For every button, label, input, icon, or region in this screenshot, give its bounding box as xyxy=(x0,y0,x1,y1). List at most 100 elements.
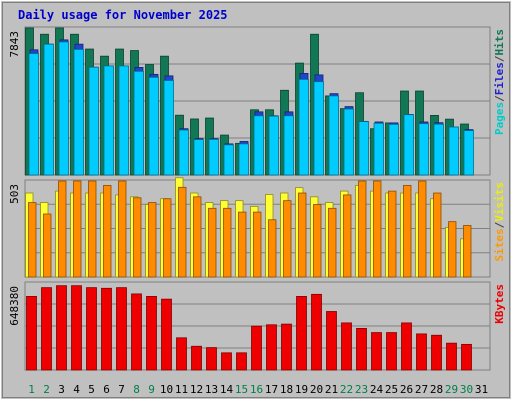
x-tick-day-19: 19 xyxy=(295,383,308,396)
bar-sites-day-10 xyxy=(163,198,172,278)
x-tick-day-22: 22 xyxy=(340,383,353,396)
bar-sites-day-1 xyxy=(28,202,37,278)
bar-sites-day-22 xyxy=(343,194,352,278)
x-tick-day-29: 29 xyxy=(445,383,458,396)
bar-sites-day-25 xyxy=(388,190,397,278)
bar-pages-day-10 xyxy=(163,80,174,176)
bar-pages-day-23 xyxy=(358,121,369,176)
bar-pages-day-12 xyxy=(193,139,204,176)
bar-pages-day-19 xyxy=(298,79,309,176)
x-tick-day-10: 10 xyxy=(160,383,173,396)
bar-sites-day-4 xyxy=(73,180,82,278)
bar-kbytes-day-12 xyxy=(191,345,202,371)
bar-sites-day-9 xyxy=(148,202,157,278)
bar-kbytes-day-13 xyxy=(206,347,217,371)
bar-sites-day-13 xyxy=(208,207,217,278)
bar-sites-day-15 xyxy=(238,211,247,278)
series-kbytes xyxy=(26,285,472,371)
bar-kbytes-day-20 xyxy=(311,293,322,371)
bar-sites-day-27 xyxy=(418,180,427,278)
bar-pages-day-24 xyxy=(373,122,384,176)
x-tick-day-15: 15 xyxy=(235,383,248,396)
bar-pages-day-26 xyxy=(403,114,414,176)
bar-kbytes-day-4 xyxy=(71,285,82,371)
bar-kbytes-day-29 xyxy=(446,342,457,371)
y-max-label-bottom: 648380 xyxy=(8,286,21,326)
bar-kbytes-day-14 xyxy=(221,352,232,371)
side-legend-middle: Sites/Visits xyxy=(493,182,506,262)
x-tick-day-3: 3 xyxy=(58,383,65,396)
bar-kbytes-day-16 xyxy=(251,325,262,371)
bar-kbytes-day-15 xyxy=(236,352,247,371)
bar-pages-day-7 xyxy=(118,65,129,176)
bar-sites-day-7 xyxy=(118,180,127,278)
x-tick-day-27: 27 xyxy=(415,383,428,396)
bar-pages-day-5 xyxy=(88,66,99,176)
bar-kbytes-day-24 xyxy=(371,332,382,371)
bar-pages-day-3 xyxy=(58,41,69,176)
side-legend-part-3: Visits xyxy=(493,182,506,222)
panel-middle: 503 Sites/Visits xyxy=(8,177,506,278)
bar-pages-day-8 xyxy=(133,70,144,176)
bar-sites-day-5 xyxy=(88,180,97,278)
x-tick-day-17: 17 xyxy=(265,383,278,396)
x-tick-day-13: 13 xyxy=(205,383,218,396)
bar-pages-day-14 xyxy=(223,144,234,176)
bar-kbytes-day-18 xyxy=(281,323,292,371)
bar-pages-day-22 xyxy=(343,108,354,176)
bar-pages-day-2 xyxy=(43,43,54,176)
bar-pages-day-20 xyxy=(313,81,324,176)
bar-pages-day-4 xyxy=(73,49,84,176)
bar-kbytes-day-19 xyxy=(296,296,307,371)
series-pages xyxy=(28,41,474,176)
side-legend-part-1: Sites xyxy=(493,228,506,261)
y-max-label-middle: 503 xyxy=(8,184,21,204)
x-tick-day-12: 12 xyxy=(190,383,203,396)
bar-pages-day-28 xyxy=(433,123,444,176)
side-legend-part-1: Pages xyxy=(493,102,506,135)
side-legend-part-1: KBytes xyxy=(493,284,506,324)
bar-kbytes-day-7 xyxy=(116,287,127,371)
x-tick-day-11: 11 xyxy=(175,383,188,396)
bar-kbytes-day-27 xyxy=(416,333,427,371)
bar-sites-day-29 xyxy=(448,221,457,278)
bar-kbytes-day-25 xyxy=(386,332,397,371)
bar-sites-day-30 xyxy=(463,225,472,278)
x-tick-day-20: 20 xyxy=(310,383,323,396)
bar-sites-day-11 xyxy=(178,186,187,278)
bar-sites-day-16 xyxy=(253,211,262,278)
bar-kbytes-day-30 xyxy=(461,343,472,371)
side-legend-part-4: / xyxy=(493,55,506,62)
side-legend-top: Pages/Files/Hits xyxy=(493,29,506,135)
x-tick-day-1: 1 xyxy=(28,383,35,396)
bar-pages-day-11 xyxy=(178,129,189,176)
x-tick-day-2: 2 xyxy=(43,383,50,396)
bar-kbytes-day-6 xyxy=(101,287,112,371)
bar-sites-day-8 xyxy=(133,197,142,278)
bar-pages-day-6 xyxy=(103,65,114,176)
bar-sites-day-2 xyxy=(43,213,52,278)
series-sites xyxy=(28,180,472,278)
x-tick-day-23: 23 xyxy=(355,383,368,396)
x-tick-day-7: 7 xyxy=(118,383,125,396)
side-legend-part-3: Files xyxy=(493,62,506,95)
side-legend-part-5: Hits xyxy=(493,29,506,56)
bar-kbytes-day-3 xyxy=(56,285,67,371)
bar-sites-day-12 xyxy=(193,196,202,278)
bar-pages-day-9 xyxy=(148,76,159,176)
x-tick-day-24: 24 xyxy=(370,383,384,396)
x-tick-day-25: 25 xyxy=(385,383,398,396)
bar-kbytes-day-23 xyxy=(356,328,367,371)
x-tick-day-21: 21 xyxy=(325,383,338,396)
bar-kbytes-day-11 xyxy=(176,337,187,371)
panel-bottom: 648380 KBytes xyxy=(8,281,506,371)
bar-kbytes-day-21 xyxy=(326,311,337,371)
x-tick-day-31: 31 xyxy=(475,383,488,396)
x-axis-labels: 1 2 3 4 5 6 7 8 9 10 11 12 13 14 15 16 17 18 19 20 21 22 23 24 2… xyxy=(28,383,488,396)
bar-sites-day-6 xyxy=(103,184,112,278)
x-tick-day-16: 16 xyxy=(250,383,263,396)
bar-pages-day-30 xyxy=(463,130,474,176)
bar-kbytes-day-22 xyxy=(341,322,352,371)
